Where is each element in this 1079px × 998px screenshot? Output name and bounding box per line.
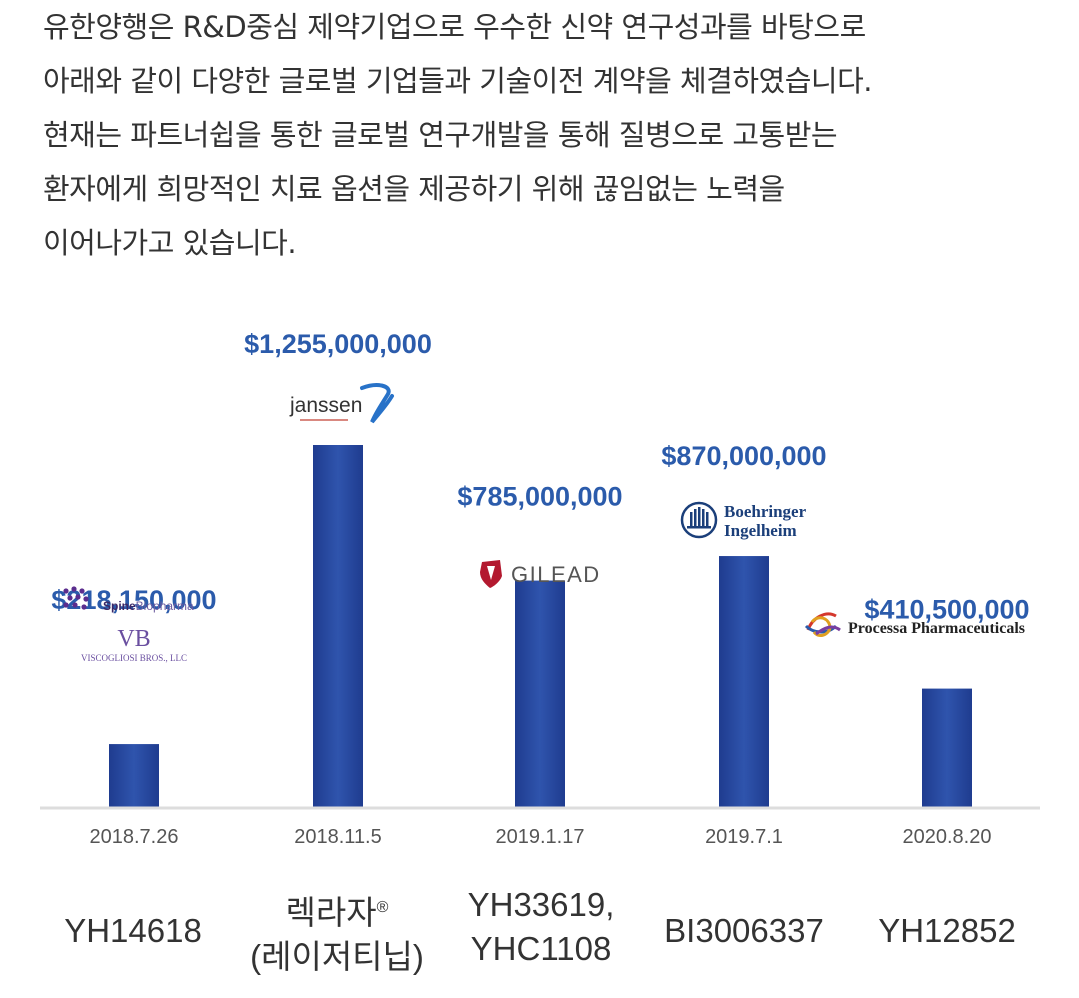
intro-line: 이어나가고 있습니다. <box>43 226 297 260</box>
janssen-wordmark: janssen <box>289 394 362 417</box>
value-label: $410,500,000 <box>864 595 1029 625</box>
gilead-wordmark: GILEAD <box>511 562 601 587</box>
x-tick-label: 2020.8.20 <box>903 826 992 848</box>
boehringer-line-1: Boehringer <box>724 502 807 521</box>
value-label: $1,255,000,000 <box>244 329 432 359</box>
intro-paragraph: 유한양행은 R&D중심 제약기업으로 우수한 신약 연구성과를 바탕으로 아래와… <box>43 0 1053 270</box>
intro-line: 아래와 같이 다양한 글로벌 기업들과 기술이전 계약을 체결하였습니다. <box>43 64 872 98</box>
spine-word-1: Spine <box>103 599 136 613</box>
intro-line: 현재는 파트너쉽을 통한 글로벌 연구개발을 통해 질병으로 고통받는 <box>43 118 838 152</box>
bars-group <box>109 445 972 807</box>
x-tick-label: 2019.1.17 <box>496 826 585 848</box>
deal-label: YH33619, YHC1108 <box>441 883 641 971</box>
boehringer-ingelheim-logo: Boehringer Ingelheim <box>680 501 807 540</box>
boehringer-building-icon <box>680 501 718 539</box>
deal-labels: YH14618 렉라자® (레이저티닙) YH33619, YHC1108 BI… <box>0 880 1079 990</box>
deal-label: 렉라자® (레이저티닙) <box>237 886 437 979</box>
x-tick-label: 2018.11.5 <box>294 826 382 848</box>
bar-2020.8.20 <box>922 688 972 807</box>
deal-name: 렉라자 <box>285 894 377 931</box>
spine-biopharma-logo: SpineBiopharma <box>63 586 194 613</box>
value-label: $785,000,000 <box>457 482 622 512</box>
vb-name: VISCOGLIOSI BROS., LLC <box>81 653 187 663</box>
janssen-subline <box>300 419 348 421</box>
processa-swirl-icon <box>804 612 841 637</box>
bar-2019.1.17 <box>515 580 565 807</box>
vb-monogram: VB <box>117 626 150 652</box>
deal-name: BI3006337 <box>664 912 824 949</box>
gilead-logo: GILEAD <box>480 560 601 588</box>
spine-word-2: Biopharma <box>136 599 194 613</box>
licensing-deals-bar-chart: $218,150,000 $1,255,000,000 $785,000,000 $8… <box>40 329 1040 848</box>
deal-name: YH33619, <box>467 886 615 923</box>
deal-label: BI3006337 <box>644 909 844 953</box>
deal-note: (레이저티닙) <box>250 938 424 975</box>
value-label: $218,150,000 <box>51 585 216 615</box>
spine-dots-icon <box>63 586 89 610</box>
janssen-swoosh-icon <box>360 383 394 424</box>
processa-logo: Processa Pharmaceuticals <box>804 612 1025 637</box>
processa-wordmark: Processa Pharmaceuticals <box>848 620 1025 637</box>
svg-text:SpineBiopharma: SpineBiopharma <box>103 599 194 613</box>
value-labels-group: $218,150,000 $1,255,000,000 $785,000,000 $8… <box>51 329 1029 625</box>
deal-name: YH12852 <box>878 912 1016 949</box>
registered-mark: ® <box>376 899 389 916</box>
bar-2019.7.1 <box>719 556 769 807</box>
x-tick-label: 2018.7.26 <box>90 826 179 848</box>
x-tick-label: 2019.7.1 <box>705 826 783 848</box>
deal-label: YH12852 <box>847 909 1047 953</box>
value-label: $870,000,000 <box>661 441 826 471</box>
deal-label: YH14618 <box>33 909 233 953</box>
date-labels-group: 2018.7.26 2018.11.5 2019.1.17 2019.7.1 2020.… <box>90 826 992 848</box>
viscogliosi-bros-logo: VB VISCOGLIOSI BROS., LLC <box>81 626 187 663</box>
deal-name: YH14618 <box>64 912 202 949</box>
intro-line: 환자에게 희망적인 치료 옵션을 제공하기 위해 끊임없는 노력을 <box>43 172 785 206</box>
janssen-logo: janssen <box>289 383 394 424</box>
bar-2018.11.5 <box>313 445 363 807</box>
deal-note: YHC1108 <box>470 930 612 967</box>
bar-2018.7.26 <box>109 744 159 807</box>
boehringer-line-2: Ingelheim <box>724 521 797 540</box>
intro-line: 유한양행은 R&D중심 제약기업으로 우수한 신약 연구성과를 바탕으로 <box>43 10 866 44</box>
